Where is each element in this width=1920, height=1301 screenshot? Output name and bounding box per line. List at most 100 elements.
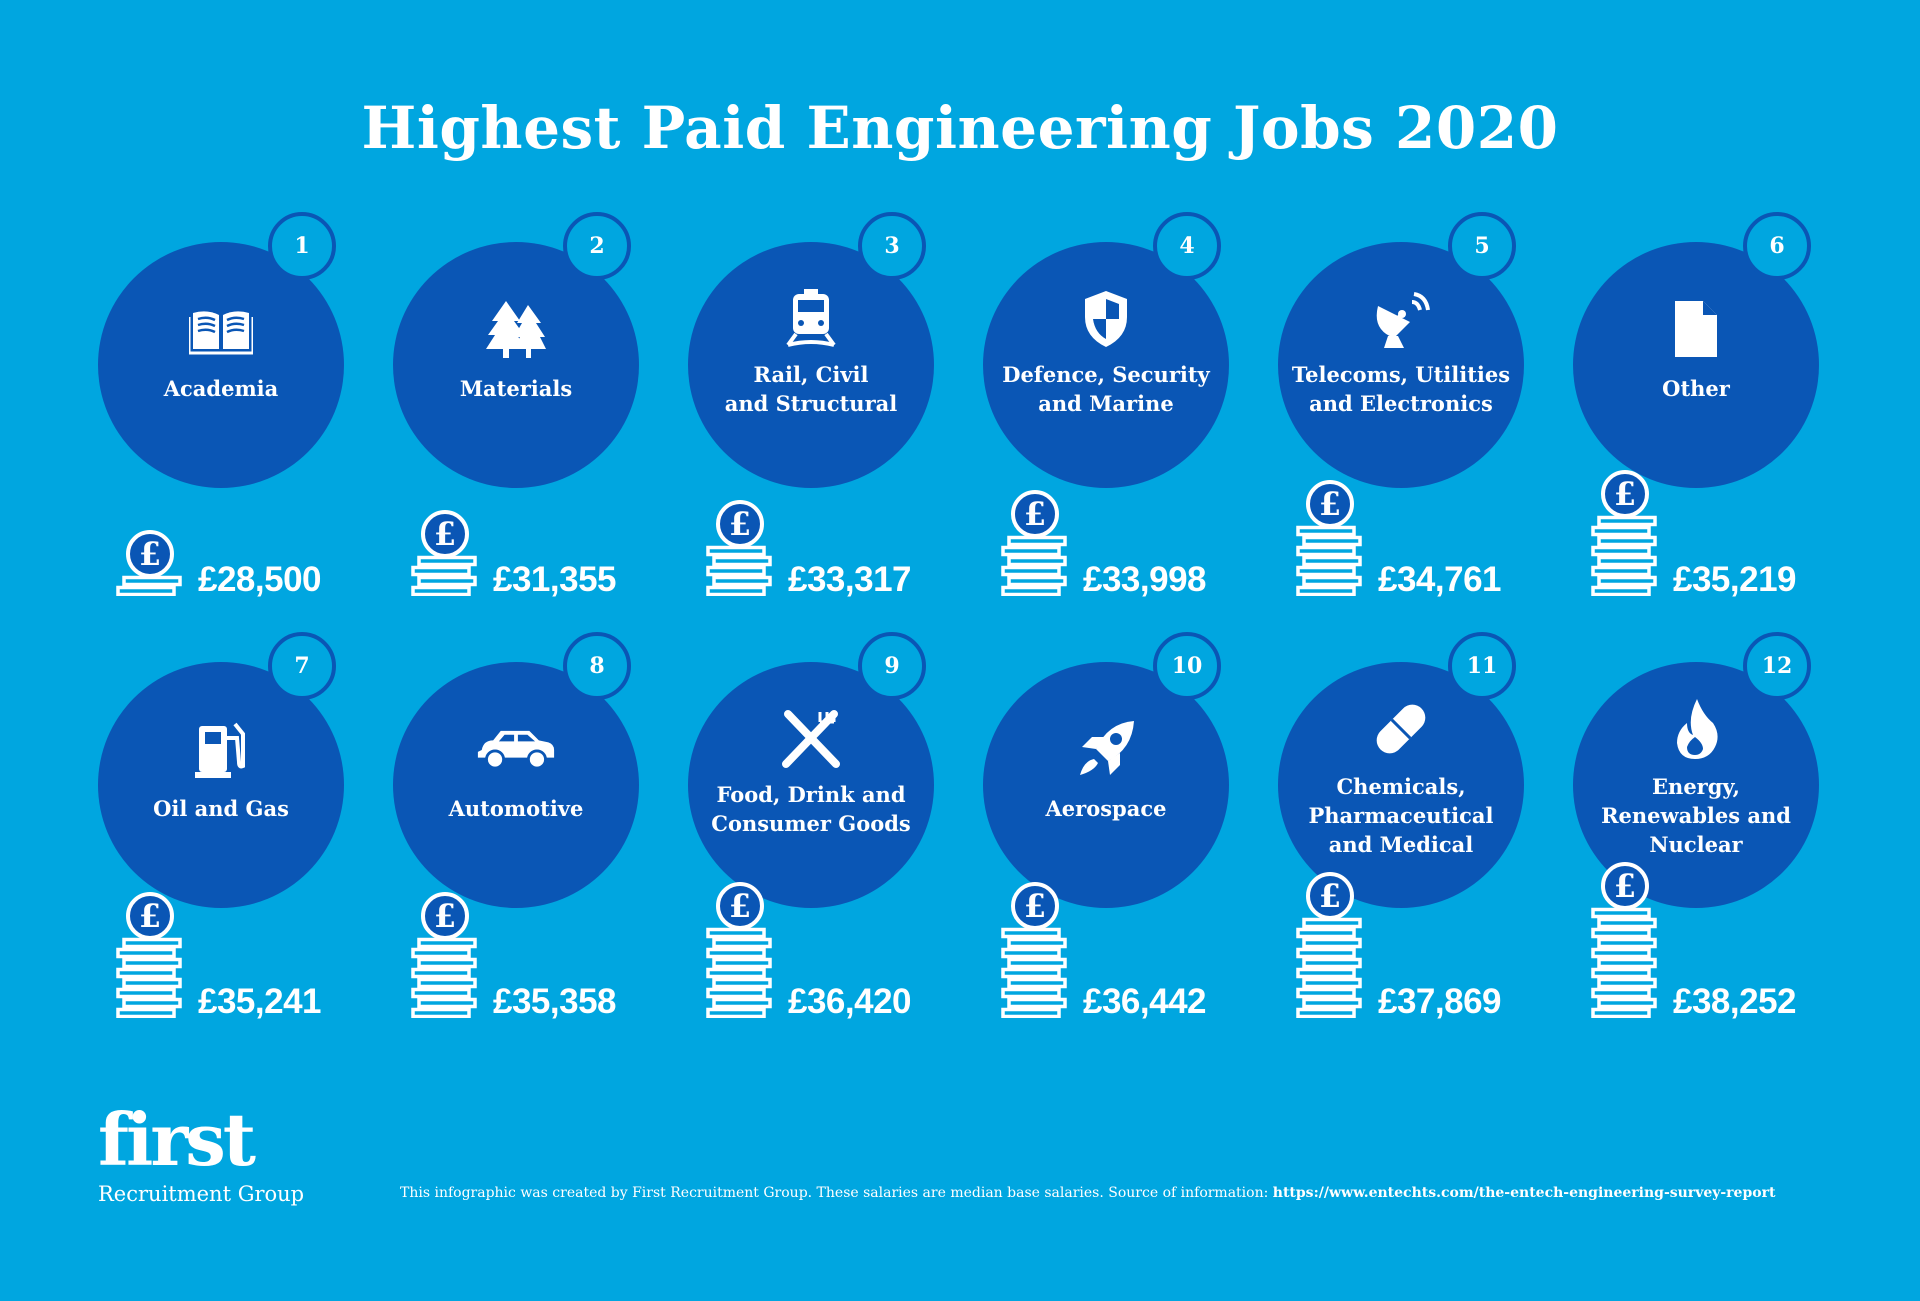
logo-subtitle: Recruitment Group (98, 1182, 305, 1206)
page-title: Highest Paid Engineering Jobs 2020 (361, 94, 1559, 162)
svg-text:£: £ (1024, 495, 1046, 533)
coin-stack-icon: £ (702, 496, 782, 600)
rocket-icon (1066, 714, 1146, 784)
job-card-5: Telecoms, Utilities and Electronics 5 £ £34,… (1278, 212, 1573, 632)
salary-amount: £35,241 (198, 982, 322, 1021)
pill-icon (1361, 694, 1441, 764)
salary-row: £ £35,358 (407, 882, 687, 1022)
salary-row: £ £28,500 (112, 460, 392, 600)
salary-row: £ £36,442 (997, 882, 1277, 1022)
rank-badge: 8 (563, 632, 631, 700)
satellite-dish-icon (1361, 284, 1441, 354)
flame-icon (1656, 694, 1736, 764)
salary-row: £ £37,869 (1292, 872, 1572, 1022)
job-card-9: Food, Drink and Consumer Goods 9 £ £36,420 (688, 632, 983, 1052)
rank-badge: 4 (1153, 212, 1221, 280)
trees-icon (476, 294, 556, 364)
job-card-10: Aerospace 10 £ £36,442 (983, 632, 1278, 1052)
salary-amount: £31,355 (493, 560, 617, 599)
salary-row: £ £34,761 (1292, 460, 1572, 600)
svg-text:£: £ (1614, 475, 1636, 513)
job-circle: Defence, Security and Marine (983, 242, 1229, 488)
rank-badge: 3 (858, 212, 926, 280)
svg-text:£: £ (1024, 887, 1046, 925)
rank-badge: 10 (1153, 632, 1221, 700)
salary-amount: £36,442 (1083, 982, 1207, 1021)
svg-text:£: £ (729, 887, 751, 925)
coin-stack-icon: £ (997, 486, 1077, 600)
svg-text:£: £ (1319, 485, 1341, 523)
job-label: Other (1662, 376, 1730, 401)
fuel-pump-icon (181, 714, 261, 784)
job-circle: Academia (98, 242, 344, 488)
salary-amount: £28,500 (198, 560, 322, 599)
car-icon (476, 714, 556, 784)
job-card-12: Energy, Renewables and Nuclear 12 £ £38,252 (1573, 632, 1868, 1052)
rank-badge: 5 (1448, 212, 1516, 280)
salary-row: £ £33,998 (997, 460, 1277, 600)
job-label: Defence, Security and Marine (1002, 362, 1210, 416)
svg-text:£: £ (1319, 877, 1341, 915)
first-recruitment-logo: first Recruitment Group (98, 1104, 305, 1207)
job-card-4: Defence, Security and Marine 4 £ £33,998 (983, 212, 1278, 632)
coin-stack-icon: £ (407, 506, 487, 600)
coin-stack-icon: £ (112, 526, 192, 600)
job-label: Food, Drink and Consumer Goods (711, 782, 911, 836)
rank-badge: 11 (1448, 632, 1516, 700)
job-card-11: Chemicals, Pharmaceutical and Medical 11 £ £3… (1278, 632, 1573, 1052)
salary-row: £ £33,317 (702, 460, 982, 600)
svg-text:£: £ (729, 505, 751, 543)
job-circle: Other (1573, 242, 1819, 488)
rank-badge: 7 (268, 632, 336, 700)
rank-badge: 9 (858, 632, 926, 700)
train-icon (771, 284, 851, 354)
job-circle: Rail, Civil and Structural (688, 242, 934, 488)
fork-knife-icon (771, 704, 851, 774)
job-card-7: Oil and Gas 7 £ £35,241 (98, 632, 393, 1052)
document-icon (1656, 294, 1736, 364)
coin-stack-icon: £ (1587, 466, 1667, 600)
job-circle: Food, Drink and Consumer Goods (688, 662, 934, 908)
salary-amount: £37,869 (1378, 982, 1502, 1021)
salary-row: £ £35,219 (1587, 460, 1867, 600)
svg-text:£: £ (434, 515, 456, 553)
job-circle: Telecoms, Utilities and Electronics (1278, 242, 1524, 488)
coin-stack-icon: £ (1292, 476, 1372, 600)
svg-text:£: £ (139, 535, 161, 573)
svg-text:£: £ (139, 897, 161, 935)
footer-text: This infographic was created by First Re… (400, 1185, 1273, 1201)
source-link[interactable]: https://www.entechts.com/the-entech-engi… (1272, 1185, 1776, 1201)
job-label: Energy, Renewables and Nuclear (1601, 774, 1791, 857)
job-card-8: Automotive 8 £ £35,358 (393, 632, 688, 1052)
job-label: Rail, Civil and Structural (724, 362, 898, 416)
job-circle: Oil and Gas (98, 662, 344, 908)
svg-text:£: £ (434, 897, 456, 935)
job-circle: Materials (393, 242, 639, 488)
job-label: Oil and Gas (153, 796, 289, 821)
coin-stack-icon: £ (1587, 858, 1667, 1022)
job-card-2: Materials 2 £ £31,355 (393, 212, 688, 632)
job-card-3: Rail, Civil and Structural 3 £ £33,317 (688, 212, 983, 632)
salary-row: £ £36,420 (702, 882, 982, 1022)
coin-stack-icon: £ (997, 878, 1077, 1022)
job-label: Materials (459, 376, 573, 401)
job-circle: Automotive (393, 662, 639, 908)
coin-stack-icon: £ (112, 888, 192, 1022)
job-circle: Aerospace (983, 662, 1229, 908)
job-card-1: Academia 1 £ £28,500 (98, 212, 393, 632)
salary-amount: £35,358 (493, 982, 617, 1021)
salary-amount: £33,317 (788, 560, 912, 599)
salary-amount: £36,420 (788, 982, 912, 1021)
salary-amount: £35,219 (1673, 560, 1797, 599)
coin-stack-icon: £ (1292, 868, 1372, 1022)
rank-badge: 12 (1743, 632, 1811, 700)
rank-badge: 6 (1743, 212, 1811, 280)
salary-amount: £34,761 (1378, 560, 1502, 599)
book-icon (181, 294, 261, 364)
job-label: Aerospace (1045, 796, 1167, 821)
job-label: Academia (163, 376, 279, 401)
job-label: Chemicals, Pharmaceutical and Medical (1308, 774, 1494, 857)
job-card-6: Other 6 £ £35,219 (1573, 212, 1868, 632)
job-label: Telecoms, Utilities and Electronics (1291, 362, 1511, 416)
